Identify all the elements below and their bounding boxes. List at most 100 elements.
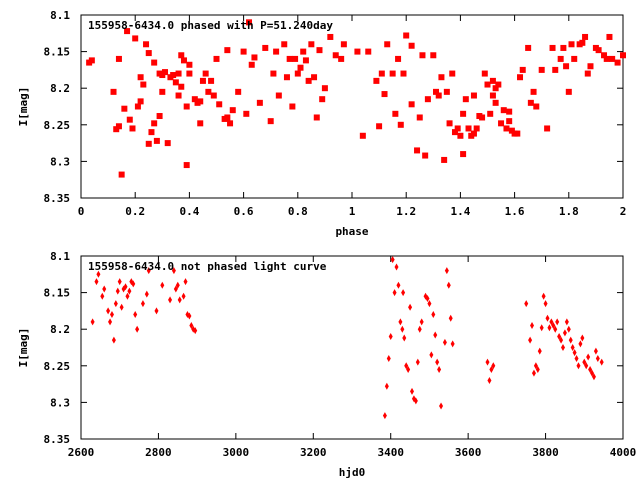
top-data-point <box>514 130 521 137</box>
bottom-data-point <box>392 289 397 297</box>
top-data-point <box>210 92 217 99</box>
top-data-point <box>584 70 591 77</box>
top-data-point <box>129 125 136 132</box>
top-data-point <box>126 116 133 123</box>
top-data-point <box>416 114 423 121</box>
bottom-y-tick-label: 8.1 <box>50 250 70 263</box>
top-data-point <box>454 125 461 132</box>
top-data-point <box>487 110 494 117</box>
top-data-point <box>503 125 510 132</box>
top-data-point <box>449 70 456 77</box>
top-y-tick-label: 8.35 <box>44 192 71 205</box>
top-data-point <box>601 52 608 59</box>
top-data-point <box>438 74 445 81</box>
bottom-data-point <box>115 287 120 295</box>
top-x-tick-label: 1.2 <box>396 205 416 218</box>
bottom-data-point <box>524 300 529 308</box>
top-x-tick-label: 1.6 <box>505 205 525 218</box>
top-data-point <box>191 96 198 103</box>
bottom-data-point <box>140 300 145 308</box>
top-data-point <box>332 52 339 59</box>
bottom-data-point <box>402 334 407 342</box>
top-data-point <box>408 101 415 108</box>
bottom-data-point <box>444 267 449 275</box>
top-data-point <box>397 121 404 128</box>
top-data-point <box>186 70 193 77</box>
top-data-point <box>308 41 315 48</box>
top-data-point <box>506 108 513 115</box>
bottom-data-point <box>419 318 424 326</box>
bottom-data-point <box>146 267 151 275</box>
top-data-point <box>270 70 277 77</box>
top-data-point <box>422 152 429 159</box>
top-data-point <box>484 81 491 88</box>
bottom-data-point <box>570 344 575 351</box>
bottom-data-point <box>541 292 546 300</box>
bottom-data-point <box>435 358 440 366</box>
top-data-point <box>162 69 169 76</box>
top-data-point <box>224 47 231 54</box>
top-chart-title: 155958-6434.0 phased with P=51.240day <box>88 19 333 32</box>
bottom-chart-title: 155958-6434.0 not phased light curve <box>88 260 327 273</box>
bottom-data-point <box>401 289 406 297</box>
top-data-point <box>175 70 182 77</box>
top-data-point <box>243 110 250 117</box>
bottom-data-point <box>96 270 101 278</box>
top-data-point <box>88 57 95 64</box>
bottom-data-point <box>429 351 434 359</box>
top-x-tick-label: 0.4 <box>179 205 199 218</box>
top-data-point <box>384 41 391 48</box>
bottom-x-tick-label: 3000 <box>223 446 250 459</box>
bottom-plot-frame <box>80 255 624 440</box>
bottom-data-point <box>388 333 393 341</box>
top-data-point <box>229 107 236 114</box>
bottom-data-point <box>425 294 430 302</box>
top-data-point <box>492 85 499 92</box>
top-data-point <box>392 110 399 117</box>
bottom-y-tick-label: 8.2 <box>50 323 70 336</box>
bottom-data-point <box>591 373 596 381</box>
bottom-data-point <box>109 311 114 319</box>
top-data-point <box>251 54 258 61</box>
bottom-x-axis-label: hjd0 <box>339 466 366 479</box>
bottom-data-point <box>386 354 391 362</box>
bottom-data-point <box>442 338 447 346</box>
bottom-data-point <box>106 307 111 315</box>
bottom-data-point <box>564 318 569 326</box>
bottom-data-point <box>450 340 455 348</box>
bottom-x-tick-label: 4000 <box>610 446 637 459</box>
bottom-data-point <box>183 278 188 286</box>
bottom-data-point <box>415 358 420 366</box>
top-data-point <box>530 88 537 95</box>
top-y-tick-label: 8.25 <box>44 119 71 132</box>
bottom-data-point <box>187 312 192 320</box>
bottom-data-point <box>595 354 600 362</box>
top-data-point <box>544 125 551 132</box>
bottom-data-point <box>177 296 182 304</box>
top-data-point <box>178 83 185 90</box>
bottom-data-point <box>171 267 176 275</box>
top-data-point <box>151 120 158 127</box>
bottom-data-point <box>400 325 405 333</box>
top-data-point <box>527 99 534 106</box>
top-data-point <box>216 101 223 108</box>
top-data-point <box>145 50 152 57</box>
top-x-axis-label: phase <box>335 225 368 238</box>
top-data-point <box>595 47 602 54</box>
bottom-x-tick-label: 3400 <box>377 446 404 459</box>
bottom-data-point <box>551 322 556 330</box>
bottom-data-point <box>489 365 494 373</box>
top-data-point <box>479 114 486 121</box>
bottom-data-point <box>586 353 591 361</box>
top-data-point <box>603 55 610 62</box>
bottom-data-point <box>566 325 571 333</box>
top-y-tick-label: 8.1 <box>50 9 70 22</box>
bottom-data-point <box>417 325 422 333</box>
top-data-point <box>137 98 144 105</box>
top-data-point <box>159 88 166 95</box>
top-data-point <box>170 72 177 79</box>
top-data-point <box>121 105 128 112</box>
top-data-point <box>134 103 141 110</box>
